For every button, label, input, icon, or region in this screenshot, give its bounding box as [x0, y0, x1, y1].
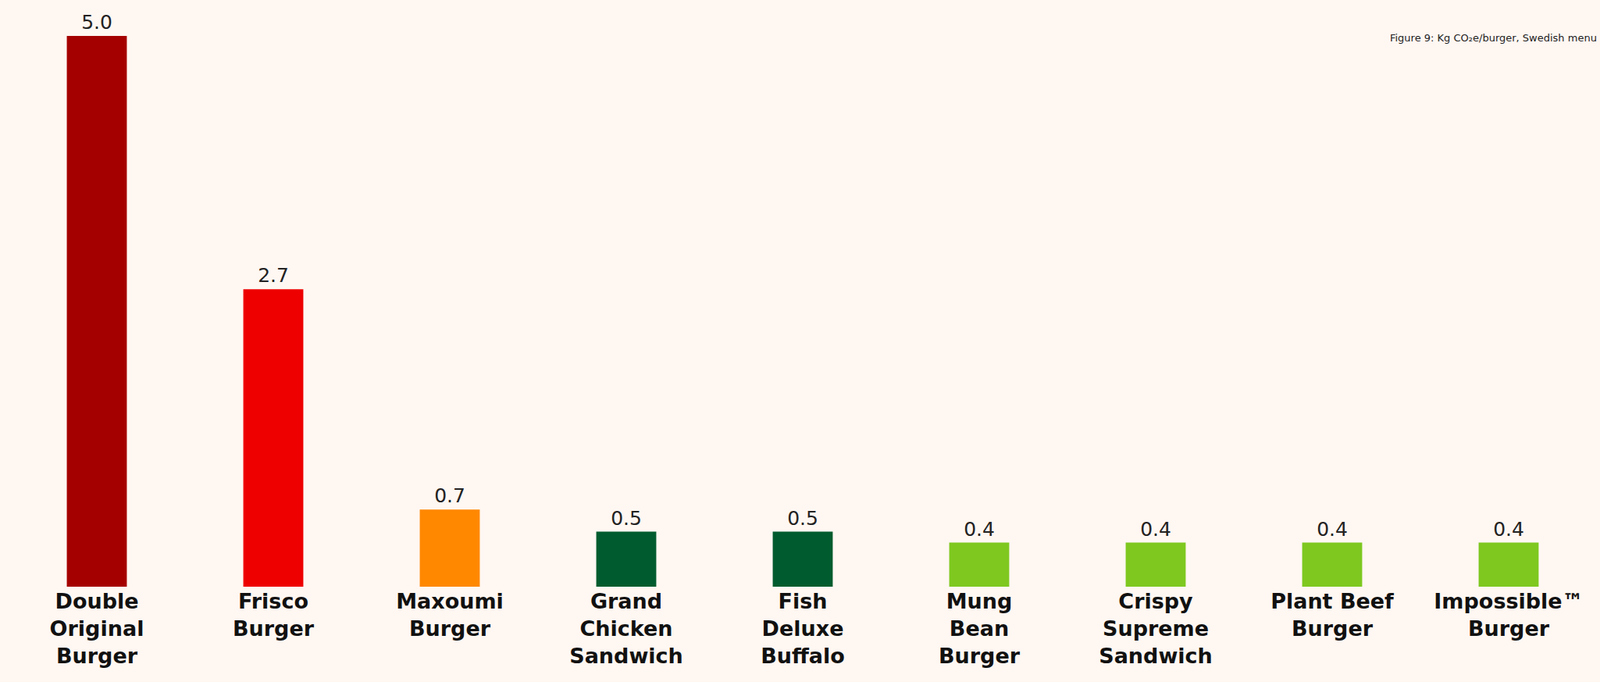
svg-text:Figure 9: Kg CO₂e/burger, Swed: Figure 9: Kg CO₂e/burger, Swedish menu	[1389, 32, 1597, 44]
svg-text:MungBeanBurger: MungBeanBurger	[938, 588, 1021, 668]
svg-text:FriscoBurger: FriscoBurger	[232, 588, 315, 641]
svg-text:MaxoumiBurger: MaxoumiBurger	[395, 588, 504, 641]
svg-text:GrandChickenSandwich: GrandChickenSandwich	[569, 588, 684, 668]
svg-text:0.4: 0.4	[1316, 517, 1348, 541]
svg-text:Impossible™Burger: Impossible™Burger	[1433, 588, 1583, 641]
svg-text:Plant BeefBurger: Plant BeefBurger	[1270, 588, 1394, 641]
svg-text:0.5: 0.5	[787, 506, 819, 530]
svg-text:DoubleOriginalBurger: DoubleOriginalBurger	[49, 588, 145, 668]
svg-text:FishDeluxeBuffalo: FishDeluxeBuffalo	[760, 588, 845, 668]
svg-text:0.5: 0.5	[610, 506, 642, 530]
svg-text:0.4: 0.4	[1493, 517, 1525, 541]
svg-text:0.7: 0.7	[434, 484, 466, 507]
svg-text:5.0: 5.0	[81, 10, 113, 34]
svg-text:0.4: 0.4	[1140, 517, 1172, 541]
svg-text:0.4: 0.4	[963, 517, 995, 541]
svg-text:2.7: 2.7	[257, 263, 289, 287]
svg-text:CrispySupremeSandwich: CrispySupremeSandwich	[1098, 588, 1213, 668]
